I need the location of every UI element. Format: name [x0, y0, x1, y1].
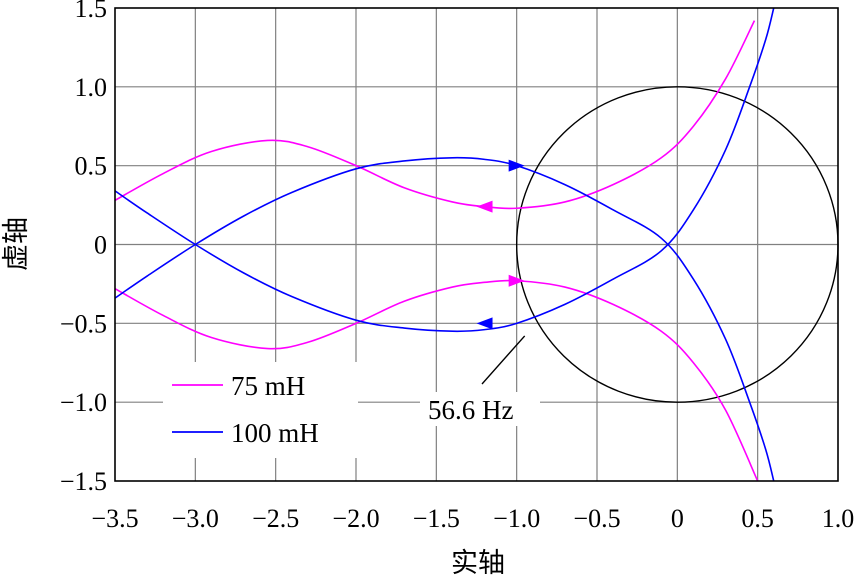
annotation-background — [420, 392, 540, 426]
direction-arrow-75mh — [476, 200, 493, 213]
y-tick-label: −1.0 — [60, 388, 107, 417]
annotation-label: 56.6 Hz — [428, 395, 513, 425]
y-tick-label: 0.5 — [75, 152, 108, 181]
series-line-100mh — [114, 7, 775, 333]
legend: 75 mH 100 mH — [163, 362, 358, 458]
x-tick-label: 0.5 — [741, 504, 774, 533]
direction-arrow-100mh — [476, 317, 493, 330]
x-tick-label: −2.0 — [332, 504, 379, 533]
series-line-75mh — [114, 279, 759, 482]
y-axis-title: 虚轴 — [1, 217, 32, 271]
x-tick-label: −3.0 — [172, 504, 219, 533]
legend-label-100mh: 100 mH — [231, 418, 319, 448]
y-tick-label: 0 — [94, 231, 107, 260]
series-line-75mh — [114, 20, 756, 210]
y-tick-label: 1.0 — [75, 73, 108, 102]
frequency-annotation: 56.6 Hz — [420, 335, 540, 426]
x-tick-label: 0 — [671, 504, 684, 533]
x-tick-label: −3.5 — [91, 504, 138, 533]
tick-labels-layer: −3.5 −3.0 −2.5 −2.0 −1.5 −1.0 −0.5 0 0.5 1.0 1.5 1.… — [60, 0, 854, 533]
annotation-leader-line — [481, 335, 526, 385]
legend-background — [163, 362, 358, 458]
legend-label-75mh: 75 mH — [231, 371, 305, 401]
x-tick-label: −0.5 — [573, 504, 620, 533]
direction-arrow-75mh — [508, 274, 525, 287]
x-axis-title: 实轴 — [451, 548, 505, 579]
y-tick-label: −1.5 — [60, 467, 107, 496]
y-tick-label: −0.5 — [60, 309, 107, 338]
direction-arrow-100mh — [508, 159, 525, 172]
y-tick-label: 1.5 — [75, 0, 108, 23]
x-tick-label: −1.0 — [493, 504, 540, 533]
plot-frame — [114, 7, 839, 482]
series-line-100mh — [114, 156, 775, 482]
series-layer — [114, 7, 775, 482]
x-tick-label: −1.5 — [413, 504, 460, 533]
x-tick-label: −2.5 — [252, 504, 299, 533]
x-tick-label: 1.0 — [822, 504, 855, 533]
